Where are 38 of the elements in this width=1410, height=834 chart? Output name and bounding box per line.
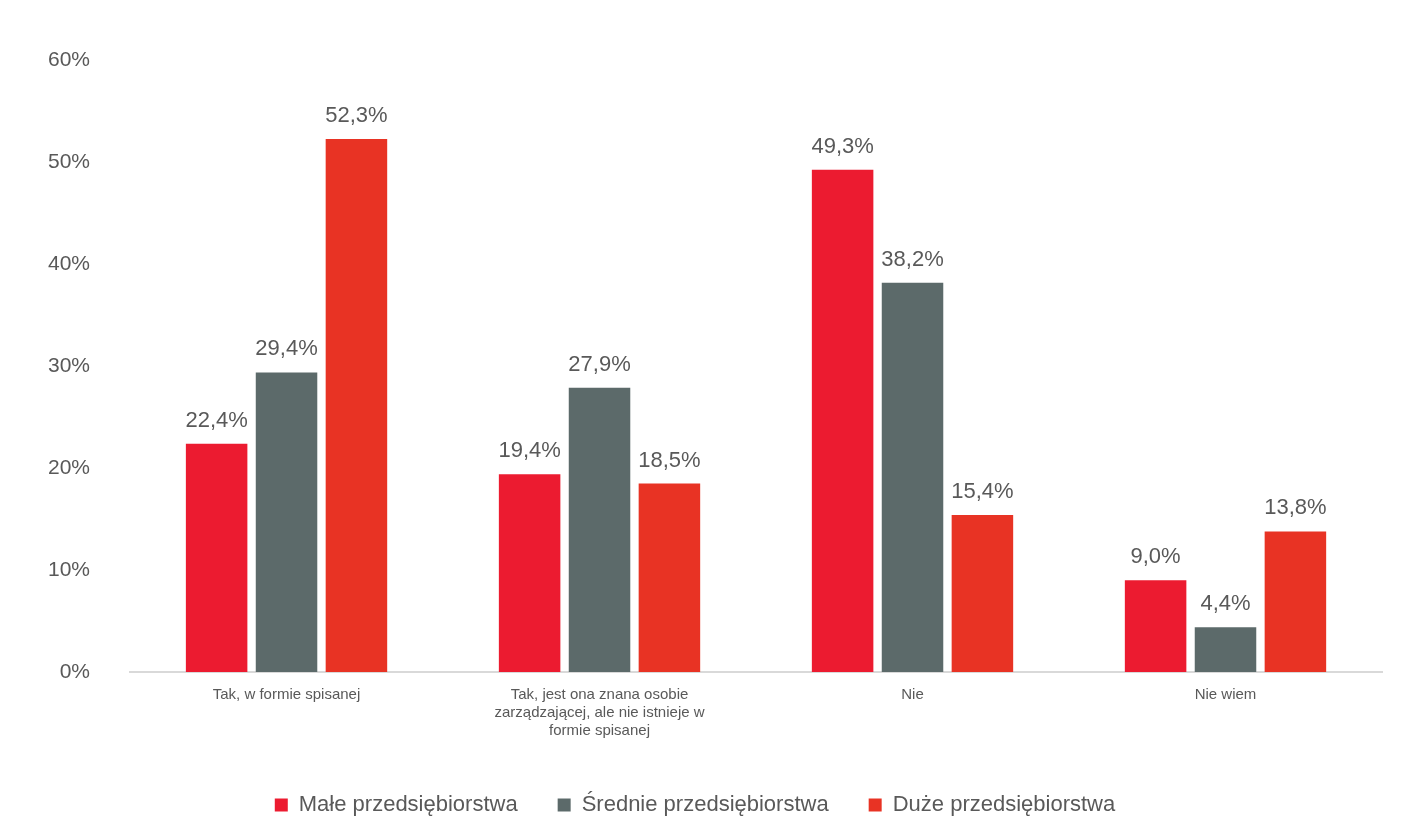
x-tick-label: Tak, w formie spisanej [212,685,361,703]
y-tick-label: 50% [48,149,91,173]
bar [638,483,701,672]
x-tick-label: Tak, jest ona znana osobie zarządzającej, ale nie istnieje w formie spisanej [494,685,705,739]
bar [881,282,944,672]
x-tick-label: Nie [901,685,924,703]
data-label: 9,0% [1130,543,1181,569]
bar [568,387,631,672]
data-label: 4,4% [1200,590,1251,616]
data-label: 22,4% [185,406,248,432]
data-label: 38,2% [881,245,944,271]
y-tick-label: 20% [48,455,91,478]
data-label: 19,4% [498,437,561,463]
bar [1194,627,1257,672]
data-label: 18,5% [638,446,701,472]
y-tick-label: 10% [48,556,91,580]
data-label: 27,9% [568,350,631,376]
legend-label: Duże przedsiębiorstwa [892,791,1116,817]
legend-label: Średnie przedsiębiorstwa [581,791,830,817]
data-label: 49,3% [811,132,874,158]
y-tick-label: 60% [48,47,91,71]
bar [185,443,248,672]
data-label: 29,4% [255,335,318,361]
y-tick-label: 30% [48,353,91,377]
bar [1264,531,1327,672]
bar [811,169,874,672]
x-tick-label: Nie wiem [1194,685,1257,703]
bar [1124,580,1187,672]
data-label: 13,8% [1264,494,1327,520]
data-label: 15,4% [951,478,1014,504]
data-label: 52,3% [325,102,388,128]
bar [255,372,318,672]
bar [325,139,388,672]
y-tick-label: 0% [59,658,91,682]
bar [951,515,1014,672]
bar [498,474,561,672]
y-tick-label: 40% [48,251,91,275]
legend-label: Małe przedsiębiorstwa [298,791,519,817]
